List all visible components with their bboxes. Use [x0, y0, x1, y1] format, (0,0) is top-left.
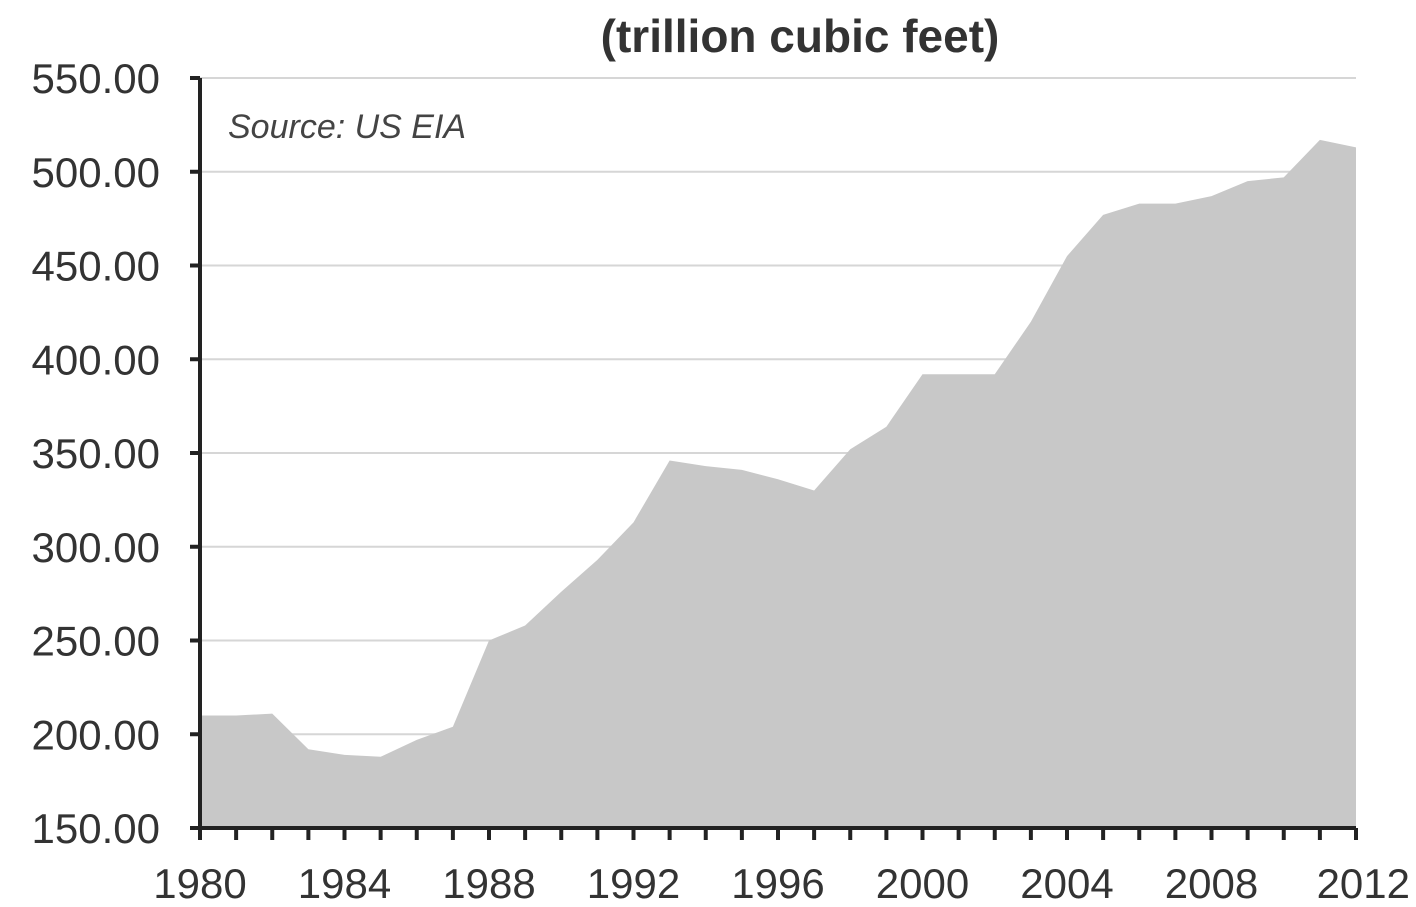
- x-tick-label: 2008: [1165, 860, 1258, 907]
- x-tick-label: 1984: [298, 860, 391, 907]
- y-tick-label: 550.00: [32, 55, 160, 102]
- y-tick-label: 200.00: [32, 711, 160, 758]
- y-tick-label: 250.00: [32, 618, 160, 665]
- source-annotation: Source: US EIA: [228, 108, 466, 146]
- y-tick-label: 500.00: [32, 149, 160, 196]
- x-tick-label: 1992: [587, 860, 680, 907]
- x-tick-label: 1996: [731, 860, 824, 907]
- y-tick-label: 450.00: [32, 243, 160, 290]
- y-tick-label: 300.00: [32, 524, 160, 571]
- y-tick-label: 350.00: [32, 430, 160, 477]
- chart-title: (trillion cubic feet): [601, 10, 1000, 62]
- x-tick-label: 2012: [1317, 860, 1410, 907]
- x-tick-label: 1980: [153, 860, 246, 907]
- x-tick-label: 2000: [876, 860, 969, 907]
- y-tick-label: 150.00: [32, 805, 160, 852]
- x-tick-label: 2004: [1020, 860, 1113, 907]
- series-area: [200, 139, 1356, 828]
- axes: 150.00 200.00 250.00 300.00 350.00 400.00 450.…: [32, 55, 1410, 907]
- y-tick-label: 400.00: [32, 336, 160, 383]
- x-tick-label: 1988: [442, 860, 535, 907]
